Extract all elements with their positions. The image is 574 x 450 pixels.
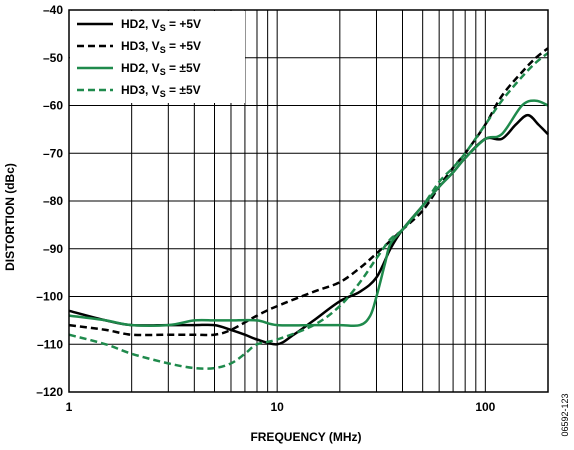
series-lines <box>68 47 549 370</box>
y-tick-label: –80 <box>43 194 63 208</box>
series-hd3-single-5v <box>68 47 549 337</box>
y-tick-label: –110 <box>37 337 63 351</box>
legend: HD2, VS = +5V HD3, VS = +5V HD2, VS = ±5V H… <box>70 11 245 103</box>
x-axis-title: FREQUENCY (MHz) <box>250 430 361 444</box>
y-tick-label: –40 <box>43 3 63 17</box>
legend-box <box>70 11 245 103</box>
y-tick-label: –100 <box>36 290 63 304</box>
series-hd2-dual-5v <box>68 99 549 328</box>
legend-label: HD2, VS = +5V <box>121 17 201 33</box>
plot-frame <box>68 9 549 393</box>
x-tick-label: 100 <box>475 400 495 414</box>
x-tick-label: 1 <box>66 400 73 414</box>
y-tick-label: –60 <box>43 99 63 113</box>
figure-id: 06592-123 <box>560 393 570 436</box>
y-tick-labels: –120 –110 –100 –90 –80 –70 –60 –50 –40 <box>36 3 63 399</box>
x-tick-labels: 1 10 100 <box>66 400 496 414</box>
legend-label: HD3, VS = ±5V <box>121 83 201 99</box>
y-tick-label: –50 <box>43 51 63 65</box>
y-tick-label: –120 <box>36 385 63 399</box>
y-tick-label: –90 <box>43 242 63 256</box>
legend-label: HD3, VS = +5V <box>121 39 201 55</box>
legend-label: HD2, VS = ±5V <box>121 61 201 77</box>
y-tick-label: –70 <box>43 146 63 160</box>
series-hd2-single-5v <box>68 113 549 346</box>
series-hd3-dual-5v <box>68 52 549 370</box>
y-axis-title: DISTORTION (dBc) <box>3 163 17 271</box>
x-tick-label: 10 <box>270 400 284 414</box>
